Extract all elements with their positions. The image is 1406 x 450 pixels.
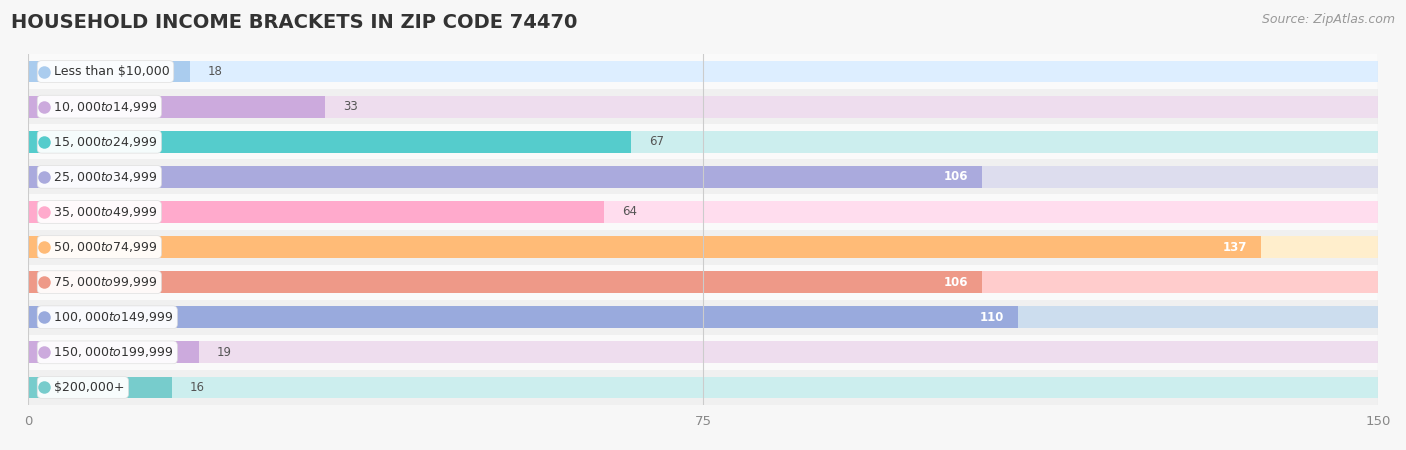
Bar [28, 61, 190, 82]
Text: 67: 67 [650, 135, 664, 148]
Text: $15,000 to $24,999: $15,000 to $24,999 [42, 135, 157, 149]
Text: 33: 33 [343, 100, 357, 113]
Bar [28, 306, 1018, 328]
Text: $25,000 to $34,999: $25,000 to $34,999 [42, 170, 157, 184]
Bar [28, 124, 1378, 159]
Bar [28, 159, 1378, 194]
Bar [28, 342, 200, 363]
Bar [28, 96, 325, 117]
Text: HOUSEHOLD INCOME BRACKETS IN ZIP CODE 74470: HOUSEHOLD INCOME BRACKETS IN ZIP CODE 74… [11, 14, 578, 32]
Text: 110: 110 [980, 311, 1004, 324]
Bar [28, 54, 1378, 89]
Bar [28, 265, 1378, 300]
Text: $200,000+: $200,000+ [42, 381, 124, 394]
Text: $10,000 to $14,999: $10,000 to $14,999 [42, 99, 157, 114]
Text: 16: 16 [190, 381, 205, 394]
Bar [28, 201, 1378, 223]
Bar [28, 236, 1378, 258]
Text: 106: 106 [943, 276, 969, 288]
Text: 19: 19 [217, 346, 232, 359]
Text: 18: 18 [208, 65, 224, 78]
Bar [28, 335, 1378, 370]
Bar [28, 89, 1378, 124]
Text: Less than $10,000: Less than $10,000 [42, 65, 169, 78]
Bar [28, 342, 1378, 363]
Bar [28, 166, 981, 188]
Bar [28, 271, 981, 293]
Bar [28, 370, 1378, 405]
Bar [28, 96, 1378, 117]
Text: 137: 137 [1223, 241, 1247, 253]
Bar [28, 377, 172, 398]
Bar [28, 131, 1378, 153]
Text: $100,000 to $149,999: $100,000 to $149,999 [42, 310, 173, 324]
Text: $50,000 to $74,999: $50,000 to $74,999 [42, 240, 157, 254]
Bar [28, 236, 1261, 258]
Text: $150,000 to $199,999: $150,000 to $199,999 [42, 345, 173, 360]
Bar [28, 61, 1378, 82]
Text: 64: 64 [621, 206, 637, 218]
Text: $35,000 to $49,999: $35,000 to $49,999 [42, 205, 157, 219]
Bar [28, 166, 1378, 188]
Text: Source: ZipAtlas.com: Source: ZipAtlas.com [1261, 14, 1395, 27]
Bar [28, 230, 1378, 265]
Bar [28, 201, 605, 223]
Bar [28, 306, 1378, 328]
Text: 106: 106 [943, 171, 969, 183]
Bar [28, 194, 1378, 230]
Bar [28, 300, 1378, 335]
Text: $75,000 to $99,999: $75,000 to $99,999 [42, 275, 157, 289]
Bar [28, 271, 1378, 293]
Bar [28, 131, 631, 153]
Bar [28, 377, 1378, 398]
